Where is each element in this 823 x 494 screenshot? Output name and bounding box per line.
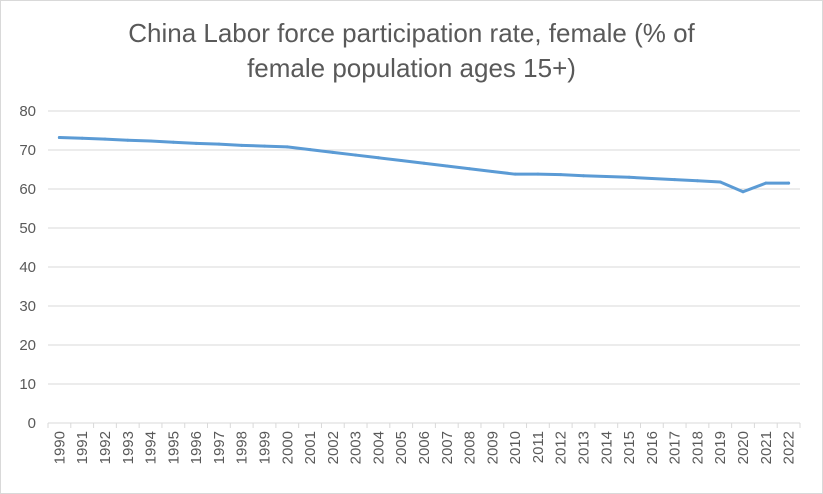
x-tick-label: 1991	[74, 431, 91, 464]
data-point-2012	[559, 173, 563, 177]
data-point-2014	[604, 175, 608, 179]
data-point-1993	[126, 138, 130, 142]
data-point-2003	[354, 153, 358, 157]
data-point-2021	[764, 181, 768, 185]
y-tick-label: 70	[19, 142, 36, 159]
x-tick-label: 2001	[302, 431, 319, 464]
series-layer	[57, 136, 791, 194]
x-tick-label: 2020	[735, 431, 752, 464]
x-tick-label: 1994	[143, 431, 160, 464]
x-tick-label: 2014	[598, 431, 615, 464]
y-tick-label: 10	[19, 376, 36, 393]
data-point-2017	[673, 178, 677, 182]
x-axis-tick-labels: 1990 1991 1992 1993 1994 1995 1996 1997 1998 1999…	[51, 431, 797, 464]
data-point-2019	[718, 180, 722, 184]
data-point-2015	[627, 175, 631, 179]
data-point-2008	[468, 167, 472, 171]
x-tick-label: 2015	[621, 431, 638, 464]
y-tick-label: 60	[19, 181, 36, 198]
y-tick-label: 40	[19, 259, 36, 276]
data-point-1996	[194, 141, 198, 145]
x-tick-label: 2008	[462, 431, 479, 464]
data-point-2011	[536, 172, 540, 176]
x-tick-label: 2009	[484, 431, 501, 464]
data-point-1991	[80, 136, 84, 140]
data-point-2009	[490, 169, 494, 173]
x-tick-label: 2021	[758, 431, 775, 464]
data-point-1995	[171, 140, 175, 144]
data-point-2010	[513, 172, 517, 176]
x-tick-label: 1990	[51, 431, 68, 464]
data-point-1998	[240, 143, 244, 147]
x-tick-label: 2019	[712, 431, 729, 464]
y-tick-label: 80	[19, 103, 36, 120]
data-point-2022	[787, 181, 791, 185]
chart-title-line-1: China Labor force participation rate, fe…	[128, 18, 695, 48]
x-tick-label: 1995	[165, 431, 182, 464]
chart-title: China Labor force participation rate, fe…	[0, 16, 823, 86]
data-point-2020	[741, 190, 745, 194]
gridlines	[47, 110, 801, 428]
y-tick-label: 50	[19, 220, 36, 237]
data-point-2018	[695, 179, 699, 183]
data-point-2016	[650, 176, 654, 180]
data-point-2002	[331, 150, 335, 154]
x-tick-label: 1992	[97, 431, 114, 464]
x-tick-label: 1996	[188, 431, 205, 464]
x-tick-label: 2018	[689, 431, 706, 464]
x-tick-label: 2003	[348, 431, 365, 464]
y-tick-label: 20	[19, 337, 36, 354]
data-point-1990	[57, 136, 61, 140]
x-tick-label: 2016	[644, 431, 661, 464]
data-point-1994	[149, 139, 153, 143]
data-point-2013	[582, 174, 586, 178]
x-tick-label: 2007	[439, 431, 456, 464]
x-tick-label: 2010	[507, 431, 524, 464]
data-point-1992	[103, 137, 107, 141]
y-axis-tick-labels: 0 10 20 30 40 50 60 70 80	[19, 103, 36, 432]
x-tick-label: 2005	[393, 431, 410, 464]
x-tick-label: 1999	[256, 431, 273, 464]
data-point-1997	[217, 142, 221, 146]
x-tick-label: 2017	[667, 431, 684, 464]
data-point-2007	[445, 164, 449, 168]
y-tick-label: 30	[19, 298, 36, 315]
data-point-2005	[399, 159, 403, 163]
x-tick-label: 1997	[211, 431, 228, 464]
data-point-2006	[422, 161, 426, 165]
x-tick-label: 1993	[120, 431, 137, 464]
data-point-2004	[376, 156, 380, 160]
x-tick-label: 2011	[530, 431, 547, 463]
x-tick-label: 2000	[279, 431, 296, 464]
x-tick-label: 2004	[370, 431, 387, 464]
x-tick-label: 2006	[416, 431, 433, 464]
x-tick-label: 2012	[553, 431, 570, 464]
data-point-2000	[285, 145, 289, 149]
data-point-2001	[308, 148, 312, 152]
chart-title-line-2: female population ages 15+)	[247, 53, 576, 83]
x-tick-label: 2013	[576, 431, 593, 464]
x-tick-label: 2022	[781, 431, 798, 464]
x-tick-label: 1998	[234, 431, 251, 464]
data-point-1999	[262, 144, 266, 148]
x-tick-label: 2002	[325, 431, 342, 464]
y-tick-label: 0	[28, 415, 36, 432]
